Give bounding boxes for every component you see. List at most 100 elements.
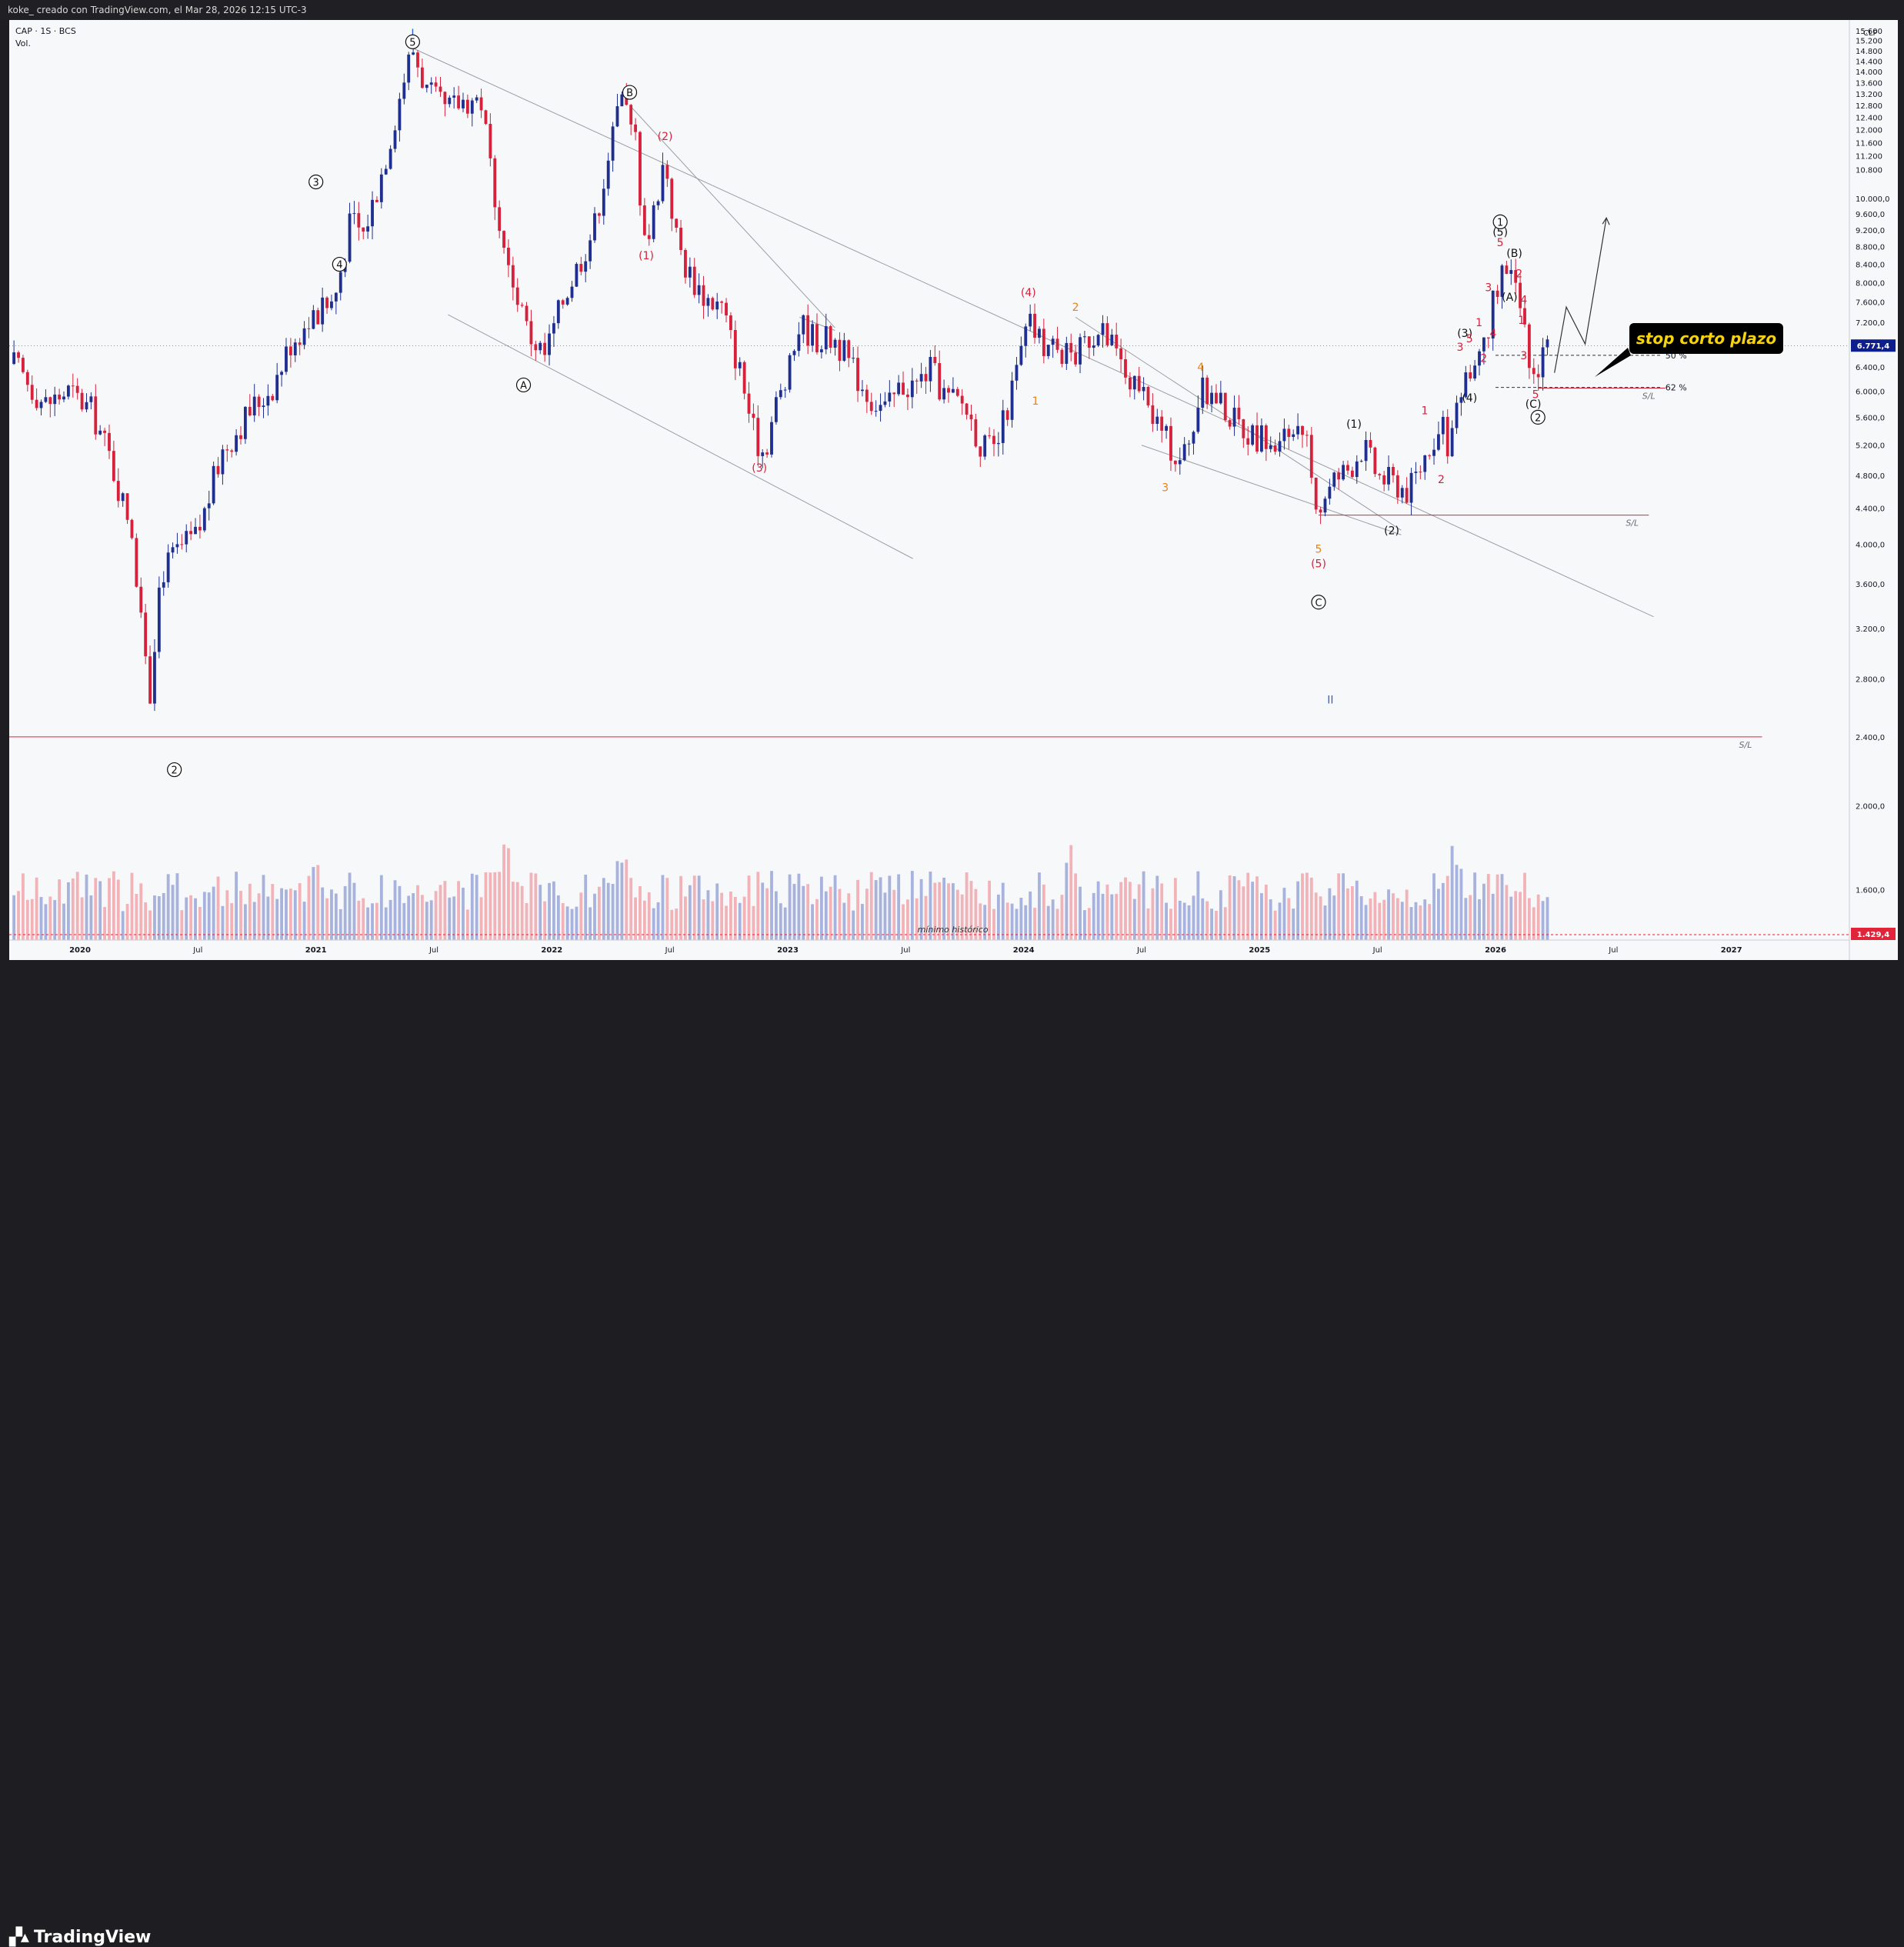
candle-body <box>1033 313 1036 338</box>
candle-body <box>307 328 311 329</box>
x-tick-label: Jul <box>1136 946 1146 955</box>
volume-bar <box>1092 892 1095 940</box>
y-tick-label: 5.200,0 <box>1856 442 1885 451</box>
volume-bar <box>194 898 197 940</box>
wave-label-circle <box>515 377 532 393</box>
candle-body <box>402 82 406 99</box>
candle-body <box>729 315 732 331</box>
stop-loss-label: S/L <box>1642 391 1656 401</box>
candle-body <box>697 285 701 295</box>
candle-body <box>589 240 592 262</box>
candle-body <box>879 405 882 412</box>
candle-body <box>1337 472 1341 480</box>
candle-body <box>888 392 892 402</box>
wave-label: 2 <box>1480 353 1487 365</box>
volume-bar <box>819 876 823 940</box>
y-tick-label: 8.000,0 <box>1856 279 1885 288</box>
candle-body <box>275 375 279 401</box>
volume-bar <box>665 878 669 940</box>
wave-label: (1) <box>1346 418 1362 431</box>
volume-bar <box>479 897 483 940</box>
volume-bar <box>1292 908 1295 940</box>
volume-bar <box>325 898 328 940</box>
wave-label-circle <box>405 34 421 49</box>
wave-label: II <box>1327 694 1333 706</box>
volume-bar <box>996 894 1000 940</box>
volume-bar <box>1491 893 1495 940</box>
candle-body <box>1210 392 1213 405</box>
wave-label: 1 <box>1476 317 1482 329</box>
candle-body <box>656 201 660 205</box>
wave-label: 4 <box>1197 362 1204 374</box>
candle-body <box>829 325 832 348</box>
volume-bar <box>1215 911 1218 940</box>
wave-label: 3 <box>313 177 319 188</box>
candle-body <box>761 452 765 456</box>
volume-bar <box>1305 872 1309 940</box>
candle-body <box>298 342 302 345</box>
candle-body <box>929 357 932 382</box>
wave-label: (5) <box>1492 227 1508 239</box>
candle-body <box>1509 270 1513 275</box>
volume-bar <box>539 885 542 940</box>
wave-label: (5) <box>1311 558 1326 571</box>
volume-bar <box>48 896 52 940</box>
candle-body <box>1092 345 1095 348</box>
candle-body <box>1251 425 1255 445</box>
wave-label-circle <box>1492 214 1508 230</box>
volume-bar <box>357 900 361 940</box>
candle-body <box>1292 434 1295 438</box>
candle-body <box>384 168 388 175</box>
candle-body <box>584 261 588 272</box>
candle-body <box>792 351 796 355</box>
candle-body <box>725 302 728 316</box>
volume-bar <box>44 904 48 940</box>
volume-bar <box>1395 898 1399 940</box>
y-tick-label: 4.000,0 <box>1856 541 1885 549</box>
candle-body <box>1496 290 1499 297</box>
candle-body <box>1514 270 1518 283</box>
volume-bar <box>1469 895 1472 940</box>
candle-body <box>1423 455 1427 472</box>
candle-body <box>1146 386 1150 405</box>
x-tick-label: 2023 <box>777 946 799 955</box>
volume-bar <box>688 885 692 940</box>
candle-body <box>271 395 275 401</box>
candle-body <box>511 265 515 288</box>
volume-bar <box>1486 874 1490 940</box>
y-tick-label: 14.400 <box>1856 58 1882 66</box>
volume-bar <box>366 907 370 940</box>
candle-body <box>171 547 175 553</box>
y-tick-label: 3.600,0 <box>1856 581 1885 589</box>
candle-body <box>412 52 415 55</box>
candle-body <box>130 519 134 538</box>
volume-bar <box>1169 908 1172 940</box>
volume-bar <box>125 904 129 940</box>
volume-bar <box>929 871 932 940</box>
candle-body <box>1350 470 1354 478</box>
volume-bar <box>1319 896 1322 940</box>
volume-bar <box>642 900 646 940</box>
candle-body <box>711 298 715 310</box>
volume-bar <box>1455 865 1459 940</box>
volume-bar <box>552 881 555 940</box>
wave-label: (2) <box>658 131 673 143</box>
candle-body <box>1024 326 1028 346</box>
volume-bar <box>1546 897 1549 940</box>
candle-body <box>1519 282 1522 308</box>
footer-bar: ▞▴ TradingView <box>0 960 1904 1947</box>
volume-bar <box>412 893 415 940</box>
volume-bar <box>312 867 315 940</box>
tradingview-logo[interactable]: ▞▴ TradingView <box>9 1928 151 1947</box>
volume-bar <box>22 873 25 940</box>
volume-bar <box>579 892 583 940</box>
candle-body <box>293 342 297 355</box>
candle-body <box>1323 498 1327 513</box>
wave-label-circle <box>1311 595 1326 610</box>
volume-bar <box>634 897 637 940</box>
volume-bar <box>548 882 551 940</box>
candle-body <box>652 205 655 239</box>
